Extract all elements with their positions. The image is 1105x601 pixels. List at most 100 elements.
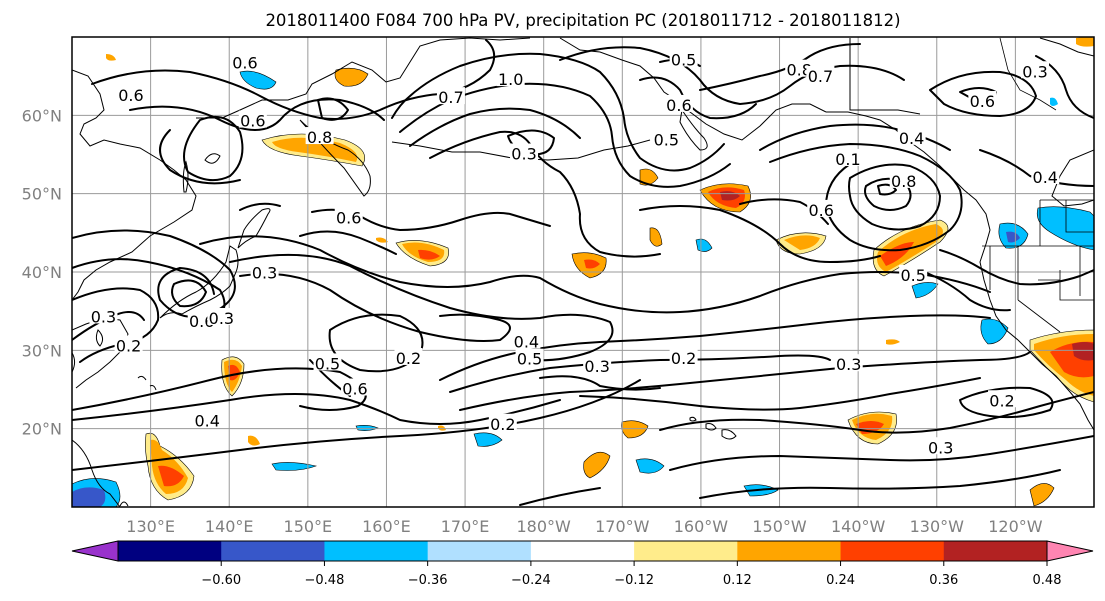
contour-label: 0.7 <box>438 88 463 107</box>
contour-label-background <box>193 410 222 428</box>
contour-label-background <box>664 94 693 112</box>
contour-label-background <box>207 308 236 325</box>
contour-label-background <box>313 353 342 371</box>
colorbar-tick-label: 0.48 <box>1033 573 1062 588</box>
contour-label-background <box>394 347 423 365</box>
contour-label: 0.3 <box>252 264 277 283</box>
latitude-tick-labels: 20°N 30°N 40°N 50°N 60°N <box>22 106 62 438</box>
colorbar-tick-label: −0.60 <box>201 573 241 588</box>
contour-label-background <box>238 110 267 128</box>
contour-label: 0.4 <box>899 129 924 148</box>
lat-tick-label: 50°N <box>22 185 62 204</box>
lon-tick-label: 130°W <box>910 517 965 536</box>
map-frame <box>71 36 1095 508</box>
colorbar-tick-label: −0.48 <box>305 573 345 588</box>
contour-label: 0.7 <box>808 67 833 86</box>
contour-label: 0.4 <box>194 412 219 431</box>
contour-label-background <box>250 262 279 280</box>
contour-label-background <box>341 378 370 396</box>
colorbar-segment <box>943 541 1048 561</box>
contour-label-background <box>1021 61 1050 79</box>
contour-label-background <box>1031 167 1060 184</box>
contour-label: 0.3 <box>584 357 609 376</box>
contour-label-background <box>899 264 928 282</box>
colorbar-segment <box>737 541 842 561</box>
contour-label: 0.3 <box>928 438 953 457</box>
contour-label: 0.6 <box>342 380 367 399</box>
contour-label-background <box>897 127 926 145</box>
lon-tick-label: 150°E <box>284 517 333 536</box>
contour-label: 0.6 <box>118 86 143 105</box>
contour-label: 0.2 <box>989 391 1014 410</box>
contour-label: 0.6 <box>336 209 361 228</box>
triangle-left-icon <box>71 540 119 562</box>
contour-label: 0.2 <box>671 349 696 368</box>
lat-tick-label: 40°N <box>22 263 62 282</box>
colorbar: −0.60 −0.48 −0.36 −0.24 −0.12 0.12 0.24 0.36 0.4… <box>71 540 1094 588</box>
contour-label: 0.5 <box>517 350 542 369</box>
lon-tick-label: 120°W <box>988 517 1043 536</box>
contour-label-background <box>834 354 863 372</box>
contour-label: 0.6 <box>666 96 691 115</box>
contour-label-background <box>926 437 955 455</box>
contour-label: 0.8 <box>891 172 916 191</box>
political-borders <box>982 37 1094 333</box>
lon-tick-label: 160°E <box>362 517 411 536</box>
contour-label-background <box>968 91 997 109</box>
contour-label: 0.2 <box>116 336 141 355</box>
map-area: 0.60.60.60.81.00.70.50.60.50.30.80.7 0.30… <box>72 37 1094 507</box>
contour-label: 0.5 <box>315 354 340 373</box>
contour-label-background <box>669 49 698 67</box>
contour-label-background <box>807 199 836 217</box>
contour-label: 0.4 <box>514 333 539 352</box>
contour-label-background <box>512 331 541 349</box>
contour-label-background <box>583 355 612 373</box>
lon-tick-label: 140°E <box>205 517 254 536</box>
colorbar-tick-label: −0.36 <box>408 573 448 588</box>
contour-label-background <box>510 143 539 161</box>
contour-label: 0.2 <box>490 415 515 434</box>
contour-label: 0.8 <box>307 128 332 147</box>
contour-label-background <box>988 390 1017 408</box>
colorbar-segment <box>427 541 532 561</box>
lat-lon-grid <box>72 37 1094 507</box>
lat-tick-label: 20°N <box>22 420 62 439</box>
contour-label-background <box>515 348 544 366</box>
colorbar-segment <box>118 541 222 561</box>
contour-label-background <box>305 127 334 145</box>
colorbar-segment <box>530 541 635 561</box>
colorbar-segment <box>634 541 738 561</box>
contour-label: 0.2 <box>396 349 421 368</box>
contour-label-background <box>116 84 145 102</box>
contour-label: 0.6 <box>240 112 265 131</box>
contour-label-background <box>833 148 862 166</box>
colorbar-segment <box>840 541 945 561</box>
contour-label: 0.5 <box>654 130 679 149</box>
colorbar-tick-label: 0.24 <box>826 573 855 588</box>
contour-label: 1.0 <box>498 70 523 89</box>
pv-contours <box>72 39 1094 506</box>
contour-label-background <box>889 170 918 188</box>
contour-label-background <box>436 87 465 105</box>
triangle-right-icon <box>1046 540 1094 562</box>
contour-label-background <box>496 69 525 87</box>
colorbar-segment <box>221 541 325 561</box>
lon-tick-label: 150°W <box>752 517 807 536</box>
contour-label: 0.6 <box>970 92 995 111</box>
map-title: 2018011400 F084 700 hPa PV, precipitatio… <box>265 11 900 30</box>
lat-tick-label: 30°N <box>22 341 62 360</box>
contour-label-background <box>334 207 363 225</box>
colorbar-tick-label: −0.24 <box>511 573 551 588</box>
coastlines <box>72 37 1094 507</box>
contour-label: 0.5 <box>900 266 925 285</box>
contour-label-background <box>488 413 517 431</box>
contour-label-background <box>230 52 259 70</box>
lon-tick-label: 180°W <box>517 517 572 536</box>
contour-label-background <box>669 347 698 365</box>
colorbar-tick-label: 0.12 <box>723 573 752 588</box>
contour-label: 0.3 <box>91 307 116 326</box>
contour-labels: 0.60.60.60.81.00.70.50.60.50.30.80.7 0.30… <box>89 49 1060 457</box>
contour-label-background <box>785 59 814 77</box>
contour-label: 0.3 <box>836 355 861 374</box>
colorbar-tick-label: 0.36 <box>929 573 958 588</box>
